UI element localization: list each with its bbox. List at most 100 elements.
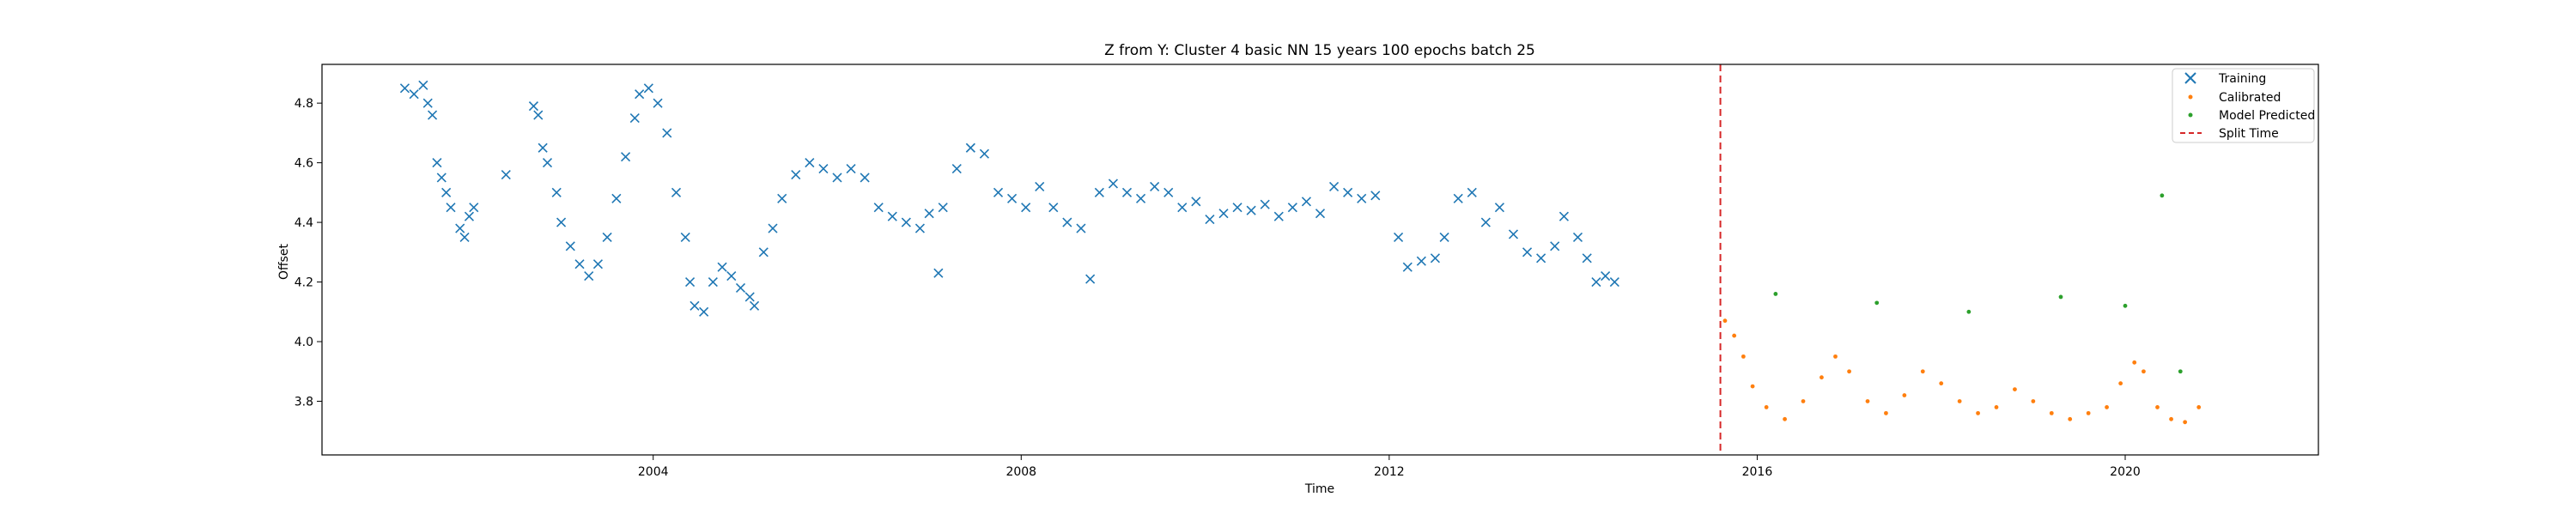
- training-point: [1329, 181, 1340, 191]
- calibrated-point: [2031, 399, 2036, 403]
- y-axis-label: Offset: [277, 243, 291, 280]
- predicted-point: [1773, 292, 1778, 296]
- training-point: [1177, 203, 1188, 213]
- x-axis-label: Time: [1304, 482, 1334, 496]
- training-point: [455, 223, 465, 233]
- training-point: [1121, 187, 1133, 197]
- training-point: [1343, 187, 1353, 197]
- training-point: [422, 98, 433, 108]
- training-point: [1430, 253, 1440, 264]
- calibrated-point: [2183, 420, 2188, 425]
- training-point: [726, 271, 737, 282]
- legend: Training Calibrated Model Predicted Spli…: [2172, 68, 2315, 143]
- training-point: [629, 112, 640, 124]
- training-point: [621, 152, 631, 162]
- training-point: [441, 187, 452, 197]
- y-tick-label: 4.6: [295, 157, 313, 171]
- training-point: [901, 217, 911, 227]
- training-point: [1035, 181, 1045, 191]
- calibrated-point: [1764, 405, 1769, 409]
- training-point: [1232, 203, 1242, 213]
- training-point: [1439, 232, 1449, 243]
- training-point: [1076, 223, 1086, 233]
- training-point: [1163, 187, 1174, 197]
- training-point: [1453, 193, 1463, 203]
- training-point: [924, 209, 934, 219]
- predicted-point: [1966, 309, 1971, 314]
- legend-label-training: Training: [2218, 72, 2266, 86]
- training-point: [551, 187, 562, 197]
- legend-marker-calibrated: [2188, 94, 2193, 100]
- training-point: [1508, 229, 1519, 239]
- training-point: [846, 163, 856, 174]
- training-point: [592, 259, 603, 270]
- training-point: [1246, 205, 1256, 215]
- x-tick-label: 2004: [638, 465, 669, 479]
- training-point: [428, 110, 438, 120]
- training-point: [1287, 203, 1297, 213]
- training-point: [1402, 262, 1413, 272]
- training-point: [1416, 256, 1426, 266]
- training-point: [635, 89, 645, 100]
- calibrated-point: [1732, 333, 1737, 338]
- training-point: [1273, 211, 1284, 221]
- y-tick-label: 4.2: [295, 276, 313, 290]
- training-point: [1021, 203, 1031, 213]
- calibrated-point: [1750, 384, 1755, 389]
- plot-area-background: [322, 64, 2318, 455]
- training-point: [538, 142, 548, 153]
- predicted-point: [2178, 369, 2183, 374]
- training-point: [1108, 179, 1118, 189]
- calibrated-point: [1741, 354, 1746, 359]
- training-point: [556, 217, 567, 227]
- calibrated-point: [1884, 410, 1888, 415]
- x-tick-label: 2012: [1374, 465, 1405, 479]
- calibrated-point: [2169, 416, 2173, 421]
- series-training: [399, 80, 1619, 317]
- training-point: [584, 271, 594, 282]
- series-calibrated: [1722, 318, 2202, 425]
- predicted-point: [2160, 193, 2165, 198]
- x-axis: 2004 2008 2012 2016 2020: [638, 455, 2141, 479]
- legend-item-training: Training: [2184, 72, 2266, 86]
- calibrated-point: [1994, 405, 1999, 409]
- training-point: [914, 223, 925, 233]
- training-point: [1260, 199, 1270, 209]
- legend-label-calibrated: Calibrated: [2219, 91, 2281, 105]
- marks-layer: [399, 80, 2202, 425]
- training-point: [409, 89, 419, 100]
- legend-box: [2172, 68, 2315, 143]
- training-point: [542, 158, 553, 168]
- training-point: [735, 282, 746, 294]
- training-point: [671, 187, 682, 197]
- training-point: [1494, 203, 1504, 213]
- legend-marker-predicted: [2188, 112, 2193, 118]
- training-point: [744, 292, 755, 302]
- training-point: [708, 276, 718, 288]
- training-point: [1572, 232, 1583, 243]
- calibrated-point: [1939, 381, 1944, 386]
- training-point: [873, 203, 884, 213]
- calibrated-point: [1783, 416, 1787, 421]
- training-point: [1522, 247, 1533, 258]
- x-tick-label: 2016: [1742, 465, 1773, 479]
- training-point: [805, 158, 815, 168]
- training-point: [717, 262, 727, 272]
- y-axis: 3.8 4.0 4.2 4.4 4.6 4.8: [295, 97, 322, 409]
- calibrated-point: [1833, 354, 1838, 359]
- y-tick-label: 4.4: [295, 216, 313, 230]
- training-point: [1558, 211, 1569, 221]
- calibrated-point: [1865, 399, 1870, 403]
- training-point: [643, 83, 653, 94]
- training-point: [832, 173, 842, 183]
- training-point: [768, 223, 778, 233]
- training-point: [662, 128, 672, 138]
- calibrated-point: [2013, 387, 2017, 391]
- legend-item-calibrated: Calibrated: [2188, 91, 2281, 105]
- training-point: [887, 211, 897, 221]
- calibrated-point: [1902, 393, 1907, 397]
- calibrated-point: [1976, 410, 1980, 415]
- training-point: [501, 169, 511, 180]
- calibrated-point: [1847, 369, 1851, 374]
